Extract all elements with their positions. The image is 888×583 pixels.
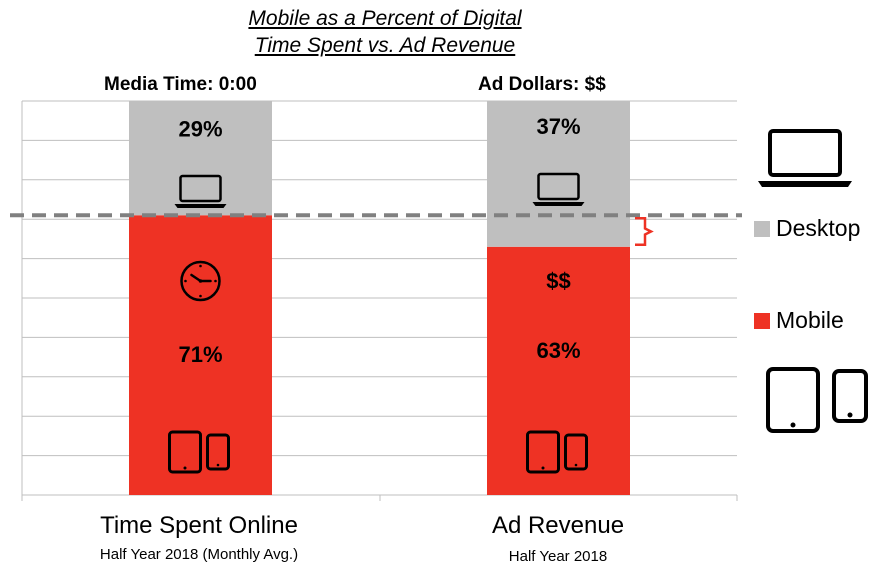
tablet-button bbox=[541, 466, 545, 470]
legend-desktop-swatch bbox=[754, 220, 770, 237]
laptop-base bbox=[174, 204, 227, 208]
bar-icons bbox=[168, 172, 588, 474]
chart-title-line1: Mobile as a Percent of Digital bbox=[248, 7, 522, 30]
phone-button bbox=[216, 463, 220, 467]
clock-tick bbox=[214, 279, 217, 283]
clock-tick bbox=[199, 294, 202, 298]
clock-face bbox=[180, 260, 221, 302]
laptop-screen bbox=[537, 172, 580, 201]
category-label-time-spent: Time Spent Online bbox=[100, 512, 298, 539]
legend-laptop-icon bbox=[758, 129, 852, 187]
phone-icon bbox=[206, 433, 230, 471]
legend-desktop-label: Desktop bbox=[776, 215, 861, 241]
data-label-desktop: 29% bbox=[178, 117, 222, 142]
top-label-time: Media Time: 0:00 bbox=[104, 74, 257, 95]
laptop-icon bbox=[532, 172, 585, 206]
data-label-mobile: 71% bbox=[178, 342, 222, 367]
tablet-icon bbox=[168, 430, 202, 474]
data-label-mobile: 63% bbox=[536, 338, 580, 363]
legend-mobile: Mobile bbox=[754, 307, 844, 334]
clock-tick bbox=[199, 264, 202, 268]
bar-labels: 29% 37% 71% 63% $$ bbox=[178, 114, 580, 367]
clock-hand bbox=[190, 273, 202, 283]
phone-icon bbox=[564, 433, 588, 471]
tablet-phone-icon bbox=[168, 430, 230, 474]
laptop-base bbox=[532, 202, 585, 206]
category-sub-ad-revenue: Half Year 2018 bbox=[508, 548, 608, 565]
category-sub-time-spent: Half Year 2018 (Monthly Avg.) bbox=[99, 546, 299, 563]
chart-title-line2: Time Spent vs. Ad Revenue bbox=[254, 34, 516, 57]
legend-mobile-swatch bbox=[754, 312, 770, 329]
legend-mobile-label: Mobile bbox=[776, 307, 844, 333]
legend-phone-icon bbox=[832, 369, 868, 423]
tablet-button bbox=[183, 466, 187, 470]
legend-desktop: Desktop bbox=[754, 215, 860, 242]
clock-icon bbox=[180, 260, 221, 302]
data-label-desktop: 37% bbox=[536, 114, 580, 139]
laptop-screen bbox=[179, 174, 222, 203]
data-label-ad-dollars: $$ bbox=[546, 269, 570, 294]
phone-button bbox=[574, 463, 578, 467]
laptop-icon bbox=[174, 174, 227, 208]
tablet-phone-icon bbox=[526, 430, 588, 474]
clock-center bbox=[198, 279, 203, 283]
bar-desktop bbox=[129, 101, 272, 216]
category-label-ad-revenue: Ad Revenue bbox=[491, 512, 625, 539]
difference-bracket bbox=[635, 217, 654, 247]
top-label-ad: Ad Dollars: $$ bbox=[478, 74, 606, 95]
tablet-icon bbox=[526, 430, 560, 474]
legend-tablet-icon bbox=[766, 367, 820, 433]
clock-tick bbox=[184, 279, 187, 283]
